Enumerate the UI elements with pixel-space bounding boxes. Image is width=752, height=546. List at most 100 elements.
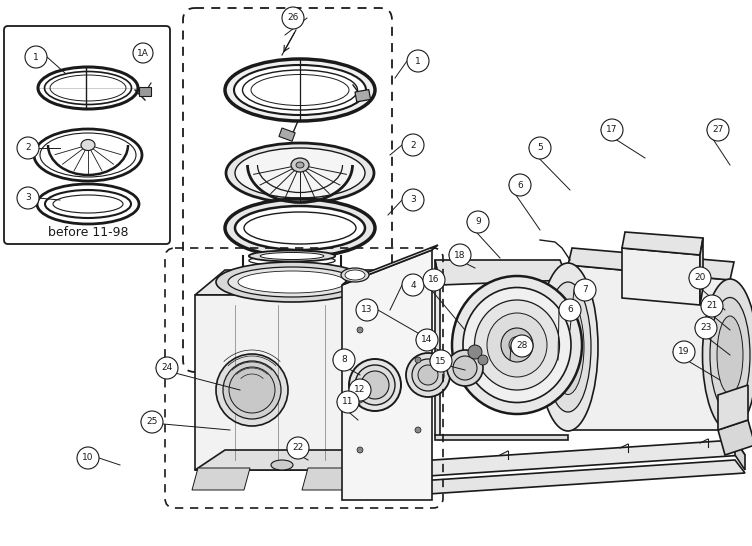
- Polygon shape: [390, 270, 420, 470]
- Ellipse shape: [271, 460, 293, 470]
- Ellipse shape: [406, 353, 450, 397]
- Ellipse shape: [463, 288, 571, 402]
- Polygon shape: [735, 440, 745, 470]
- Text: 2: 2: [25, 144, 31, 152]
- Circle shape: [601, 119, 623, 141]
- Text: 6: 6: [517, 181, 523, 189]
- Text: 19: 19: [678, 347, 690, 357]
- FancyBboxPatch shape: [139, 87, 151, 96]
- Circle shape: [559, 299, 581, 321]
- Polygon shape: [302, 468, 390, 490]
- Ellipse shape: [341, 268, 369, 282]
- Circle shape: [695, 317, 717, 339]
- Ellipse shape: [235, 206, 365, 250]
- Circle shape: [407, 50, 429, 72]
- Polygon shape: [358, 460, 745, 498]
- Text: 26: 26: [287, 14, 299, 22]
- Ellipse shape: [249, 379, 335, 389]
- Ellipse shape: [545, 282, 591, 412]
- Text: 14: 14: [421, 335, 432, 345]
- Polygon shape: [718, 385, 748, 430]
- Text: 4: 4: [410, 281, 416, 289]
- Ellipse shape: [702, 279, 752, 431]
- Circle shape: [509, 174, 531, 196]
- Ellipse shape: [229, 367, 275, 413]
- Polygon shape: [622, 232, 703, 255]
- Circle shape: [402, 274, 424, 296]
- Circle shape: [511, 335, 533, 357]
- Ellipse shape: [223, 361, 281, 419]
- Circle shape: [689, 267, 711, 289]
- Ellipse shape: [349, 359, 401, 411]
- Circle shape: [467, 211, 489, 233]
- Ellipse shape: [453, 356, 477, 380]
- Ellipse shape: [234, 65, 366, 115]
- Ellipse shape: [509, 336, 525, 353]
- Ellipse shape: [418, 365, 438, 385]
- Text: 27: 27: [712, 126, 723, 134]
- Ellipse shape: [216, 354, 288, 426]
- Polygon shape: [718, 420, 752, 455]
- Text: 16: 16: [428, 276, 440, 284]
- Ellipse shape: [475, 300, 559, 390]
- Circle shape: [356, 299, 378, 321]
- Text: 1: 1: [415, 56, 421, 66]
- Circle shape: [25, 46, 47, 68]
- Text: 3: 3: [410, 195, 416, 205]
- Text: 1A: 1A: [137, 49, 149, 57]
- Circle shape: [423, 269, 445, 291]
- Polygon shape: [192, 468, 250, 490]
- Ellipse shape: [226, 143, 374, 203]
- Polygon shape: [568, 265, 730, 430]
- Ellipse shape: [81, 139, 95, 151]
- Text: 6: 6: [567, 306, 573, 314]
- Ellipse shape: [345, 270, 365, 280]
- Text: 8: 8: [341, 355, 347, 365]
- Text: 5: 5: [537, 144, 543, 152]
- Text: 28: 28: [517, 341, 528, 351]
- Bar: [355, 90, 371, 102]
- Circle shape: [282, 7, 304, 29]
- Polygon shape: [342, 245, 438, 285]
- Bar: [279, 128, 295, 141]
- Polygon shape: [700, 238, 703, 305]
- Text: 20: 20: [694, 274, 705, 282]
- Text: 15: 15: [435, 357, 447, 365]
- Ellipse shape: [447, 350, 483, 386]
- Circle shape: [141, 411, 163, 433]
- Polygon shape: [435, 260, 440, 440]
- Ellipse shape: [412, 359, 444, 391]
- Circle shape: [357, 447, 363, 453]
- Ellipse shape: [296, 162, 304, 168]
- Circle shape: [478, 355, 488, 365]
- Text: 9: 9: [475, 217, 481, 227]
- Circle shape: [17, 137, 39, 159]
- Circle shape: [349, 379, 371, 401]
- Circle shape: [416, 329, 438, 351]
- Ellipse shape: [552, 300, 584, 395]
- Circle shape: [402, 189, 424, 211]
- Ellipse shape: [717, 316, 743, 394]
- Text: 25: 25: [147, 418, 158, 426]
- Text: 12: 12: [354, 385, 365, 395]
- Circle shape: [415, 427, 421, 433]
- Text: 2: 2: [410, 140, 416, 150]
- Circle shape: [337, 391, 359, 413]
- Ellipse shape: [487, 313, 547, 377]
- Text: 10: 10: [82, 454, 94, 462]
- Text: 11: 11: [342, 397, 353, 407]
- Text: 24: 24: [162, 364, 173, 372]
- Circle shape: [357, 327, 363, 333]
- Ellipse shape: [361, 371, 389, 399]
- Polygon shape: [358, 440, 745, 480]
- Polygon shape: [342, 250, 432, 500]
- Circle shape: [529, 137, 551, 159]
- Circle shape: [133, 43, 153, 63]
- Polygon shape: [350, 255, 430, 480]
- Polygon shape: [622, 248, 700, 305]
- Ellipse shape: [355, 365, 395, 405]
- FancyBboxPatch shape: [4, 26, 170, 244]
- Polygon shape: [568, 248, 734, 280]
- Text: 21: 21: [706, 301, 717, 311]
- Ellipse shape: [501, 328, 533, 362]
